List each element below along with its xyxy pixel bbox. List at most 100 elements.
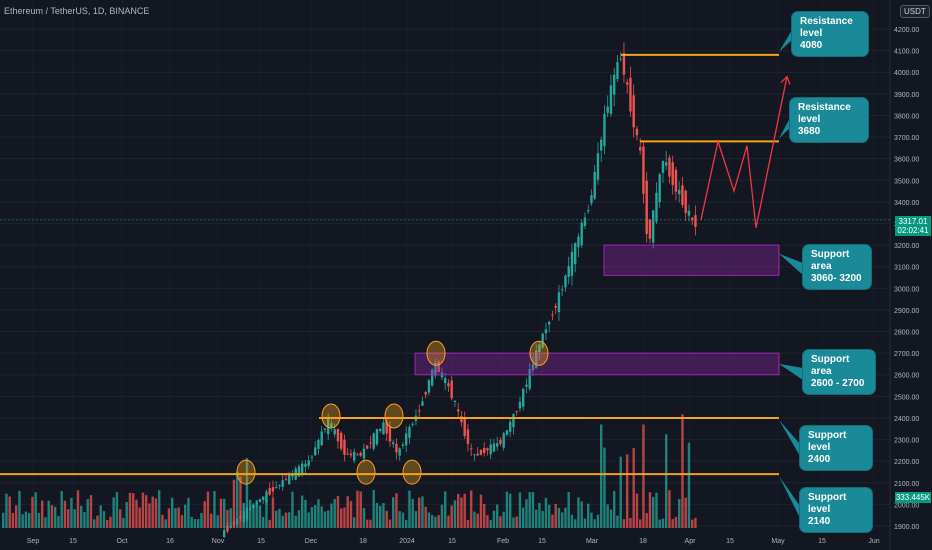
volume-bar	[694, 517, 697, 528]
volume-bar	[583, 518, 587, 528]
candle-body	[291, 473, 294, 477]
candle-body	[418, 410, 421, 412]
volume-bar	[167, 508, 171, 528]
callout-support-2140: Support level 2140	[800, 488, 872, 532]
volume-bar	[125, 501, 128, 528]
callout-label: Support area	[811, 249, 850, 272]
volume-bar	[34, 492, 37, 528]
volume-bar	[551, 514, 554, 528]
candle-body	[460, 416, 463, 423]
callout-pointer	[779, 419, 800, 456]
volume-bar	[564, 507, 567, 528]
callout-support-area-3060: Support area 3060- 3200	[803, 245, 871, 289]
candle-body	[307, 460, 310, 466]
candle-body	[398, 448, 401, 456]
y-tick-label: 2100.00	[894, 481, 919, 488]
candle-body	[509, 421, 512, 432]
volume-bar	[541, 511, 544, 528]
volume-bar	[193, 519, 197, 528]
volume-bar	[626, 454, 629, 528]
candle-body	[271, 487, 275, 492]
candle-body	[499, 439, 502, 444]
candle-body	[639, 147, 642, 151]
candle-body	[444, 378, 447, 384]
candle-body	[453, 400, 457, 403]
candle-body	[421, 401, 424, 406]
candle-body	[645, 180, 648, 235]
volume-bar	[613, 491, 616, 528]
volume-bar	[63, 500, 67, 528]
candle-body	[606, 106, 609, 113]
candle-body	[531, 364, 535, 371]
candle-body	[323, 428, 327, 430]
callout-label: Resistance level	[800, 16, 853, 39]
volume-bar	[258, 505, 262, 528]
candle-body	[580, 222, 583, 246]
volume-bar	[210, 513, 213, 528]
volume-bar	[278, 508, 281, 528]
y-tick-label: 2400.00	[894, 416, 919, 423]
volume-bar	[21, 514, 24, 528]
candle-body	[262, 496, 265, 500]
y-tick-label: 2200.00	[894, 459, 919, 466]
volume-bar	[327, 510, 330, 528]
volume-bar	[691, 519, 694, 528]
volume-bar	[483, 503, 486, 528]
volume-bar	[622, 519, 626, 528]
volume-bar	[392, 497, 395, 528]
candle-body	[304, 463, 307, 467]
candle-body	[619, 58, 622, 60]
volume-bar	[323, 511, 327, 528]
candle-body	[405, 433, 408, 446]
candle-body	[466, 429, 470, 444]
candle-body	[616, 62, 619, 79]
x-tick-label: Nov	[212, 538, 225, 545]
candle-body	[691, 217, 694, 221]
volume-bar	[2, 512, 5, 528]
candle-body	[434, 362, 437, 376]
volume-bar	[255, 500, 258, 528]
touch-marker	[529, 340, 549, 366]
volume-bar	[668, 490, 671, 528]
candle-body	[356, 454, 359, 456]
callout-support-2400: Support level 2400	[800, 426, 872, 470]
candle-body	[408, 426, 411, 438]
volume-bar	[629, 517, 632, 528]
volume-bar	[223, 498, 226, 528]
volume-bar	[476, 513, 479, 528]
volume-bar	[372, 490, 375, 528]
candle-body	[476, 453, 479, 456]
volume-bar	[28, 513, 31, 528]
volume-bar	[356, 490, 359, 528]
volume-bar	[47, 500, 50, 528]
volume-bar	[109, 516, 112, 528]
volume-bar	[86, 499, 89, 528]
x-tick-label: Apr	[685, 538, 697, 545]
currency-selector[interactable]: USDT	[900, 5, 930, 18]
volume-bar	[206, 491, 210, 528]
callout-pointer	[779, 30, 792, 52]
candle-body	[496, 443, 499, 447]
candle-body	[343, 439, 346, 455]
volume-bar	[99, 505, 102, 528]
x-tick-label: 15	[538, 538, 546, 545]
callout-value: 2140	[808, 516, 831, 527]
y-tick-label: 2700.00	[894, 351, 919, 358]
y-tick-label: 3800.00	[894, 113, 919, 120]
y-tick-label: 2500.00	[894, 394, 919, 401]
candle-body	[281, 480, 284, 487]
callout-support-area-2600: Support area 2600 - 2700	[803, 350, 875, 394]
candle-body	[512, 414, 515, 428]
candle-body	[473, 454, 476, 456]
volume-bar	[317, 499, 320, 528]
volume-bar	[460, 497, 463, 528]
volume-bar	[655, 492, 658, 528]
volume-bar	[203, 501, 206, 528]
candle-body	[366, 445, 369, 449]
volume-bar	[89, 495, 93, 528]
callout-value: 3060- 3200	[811, 273, 862, 284]
volume-bar	[57, 516, 60, 528]
volume-bar	[684, 497, 687, 528]
volume-bar	[213, 491, 216, 528]
